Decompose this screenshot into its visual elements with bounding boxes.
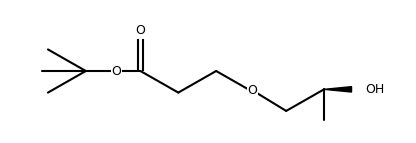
Text: O: O — [111, 64, 121, 78]
Text: O: O — [248, 84, 257, 97]
Text: O: O — [136, 24, 145, 37]
Text: OH: OH — [365, 83, 385, 96]
Polygon shape — [324, 87, 352, 92]
